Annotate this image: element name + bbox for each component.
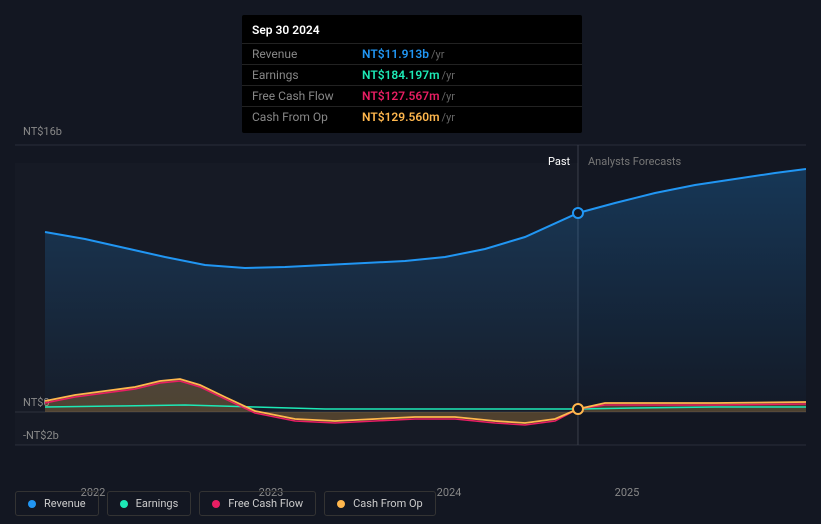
tooltip-row-value: NT$11.913b/yr (362, 47, 444, 61)
tooltip-row-label: Earnings (252, 68, 342, 82)
chart-tooltip: Sep 30 2024 Revenue NT$11.913b/yr Earnings… (242, 15, 582, 133)
x-axis-label: 2025 (615, 486, 640, 499)
legend-label: Cash From Op (353, 497, 423, 510)
legend: Revenue Earnings Free Cash Flow Cash From O… (15, 491, 436, 516)
legend-dot-icon (337, 500, 345, 508)
tooltip-row-value: NT$127.567m/yr (362, 89, 455, 103)
tooltip-row-value: NT$129.560m/yr (362, 110, 455, 124)
x-axis-label: 2024 (437, 486, 462, 499)
tooltip-date: Sep 30 2024 (242, 21, 582, 43)
chart-area: NT$16b NT$0 -NT$2b Past Analysts Forecas… (15, 125, 806, 469)
legend-label: Free Cash Flow (228, 497, 303, 510)
legend-dot-icon (120, 500, 128, 508)
tooltip-row: Cash From Op NT$129.560m/yr (242, 106, 582, 127)
tooltip-row-label: Free Cash Flow (252, 89, 342, 103)
tooltip-row: Free Cash Flow NT$127.567m/yr (242, 85, 582, 106)
tooltip-row-value: NT$184.197m/yr (362, 68, 455, 82)
legend-dot-icon (212, 500, 220, 508)
tooltip-row: Revenue NT$11.913b/yr (242, 43, 582, 64)
tooltip-row: Earnings NT$184.197m/yr (242, 64, 582, 85)
legend-item-cash-from-op[interactable]: Cash From Op (324, 491, 436, 516)
legend-item-revenue[interactable]: Revenue (15, 491, 99, 516)
legend-dot-icon (28, 500, 36, 508)
tooltip-row-label: Revenue (252, 47, 342, 61)
legend-item-earnings[interactable]: Earnings (107, 491, 192, 516)
legend-label: Revenue (44, 497, 86, 510)
chart-svg (15, 125, 806, 469)
tooltip-row-label: Cash From Op (252, 110, 342, 124)
legend-label: Earnings (136, 497, 179, 510)
legend-item-free-cash-flow[interactable]: Free Cash Flow (199, 491, 316, 516)
